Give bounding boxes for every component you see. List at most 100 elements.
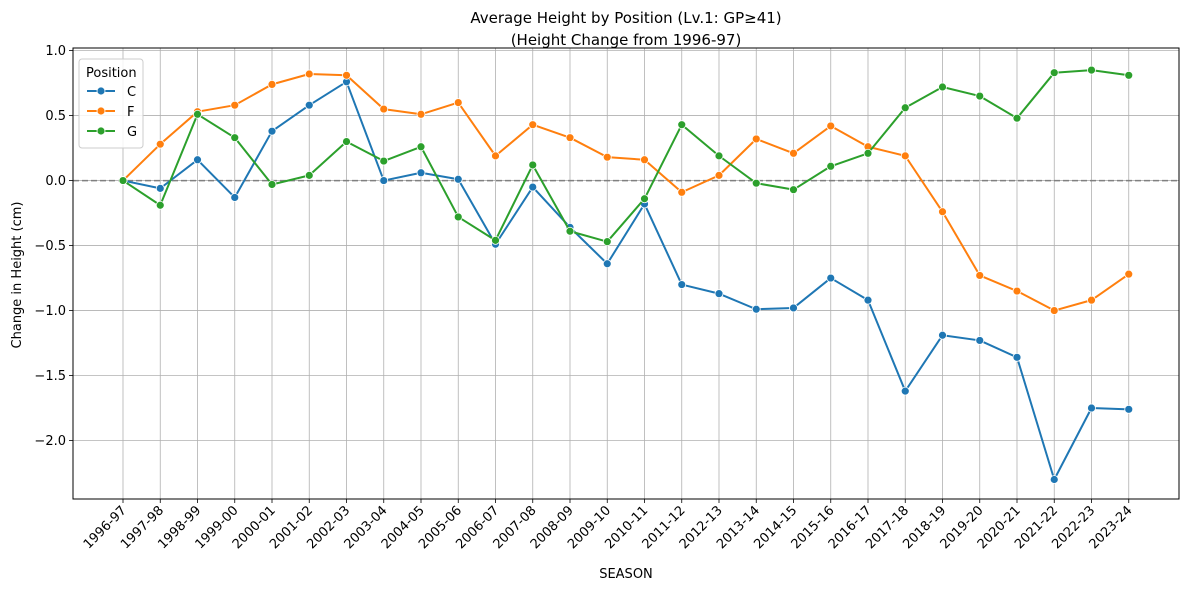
- y-axis-ticks: 1.0 0.5 0.0 −0.5 −1.0 −1.5 −2.0: [34, 44, 73, 449]
- legend-label-g: G: [127, 125, 137, 140]
- y-tick-label: 0.0: [45, 174, 66, 189]
- chart-title: Average Height by Position (Lv.1: GP≥41): [470, 9, 781, 27]
- point-g: [118, 176, 128, 185]
- legend-marker-f: [96, 106, 106, 116]
- point-g: [416, 142, 426, 152]
- point-g: [230, 133, 240, 143]
- y-tick-label: −2.0: [34, 434, 66, 449]
- point-c: [453, 174, 463, 184]
- y-tick-label: −1.0: [34, 304, 66, 319]
- point-g: [1012, 113, 1022, 123]
- legend-label-c: C: [127, 85, 136, 100]
- point-c: [1012, 352, 1022, 362]
- point-g: [602, 237, 612, 247]
- point-f: [714, 170, 724, 180]
- point-c: [900, 386, 910, 396]
- point-c: [677, 280, 687, 289]
- point-g: [863, 148, 873, 158]
- point-f: [342, 70, 351, 80]
- point-c: [193, 155, 202, 165]
- point-f: [1124, 269, 1134, 279]
- point-f: [826, 121, 836, 131]
- point-c: [863, 295, 873, 305]
- point-f: [491, 151, 500, 161]
- legend-box: [78, 58, 144, 149]
- point-f: [379, 104, 389, 114]
- y-tick-label: −1.5: [34, 369, 66, 384]
- x-axis-label: SEASON: [599, 567, 653, 582]
- point-c: [528, 182, 538, 192]
- legend-label-f: F: [127, 105, 134, 120]
- point-g: [379, 156, 389, 166]
- point-f: [1049, 306, 1059, 315]
- point-c: [1087, 403, 1096, 413]
- point-g: [267, 180, 277, 189]
- point-g: [155, 200, 165, 210]
- y-tick-label: 0.5: [45, 109, 66, 124]
- point-f: [453, 98, 463, 107]
- point-c: [751, 304, 761, 314]
- point-f: [640, 155, 649, 165]
- point-c: [1049, 475, 1059, 484]
- point-c: [938, 330, 947, 340]
- y-tick-label: −0.5: [34, 239, 66, 254]
- point-f: [267, 79, 277, 89]
- point-g: [751, 178, 761, 188]
- point-g: [193, 109, 202, 119]
- point-f: [528, 120, 538, 130]
- point-f: [1012, 286, 1022, 296]
- point-g: [1124, 70, 1134, 80]
- point-c: [826, 273, 836, 283]
- point-g: [491, 235, 500, 245]
- point-f: [938, 207, 947, 217]
- point-g: [342, 137, 351, 146]
- y-axis-label: Change in Height (cm): [10, 202, 25, 349]
- point-g: [304, 170, 314, 180]
- point-g: [1049, 68, 1059, 78]
- point-c: [267, 126, 277, 136]
- point-c: [1124, 404, 1134, 414]
- point-g: [975, 91, 985, 101]
- point-f: [416, 109, 426, 119]
- series-layer: [118, 65, 1134, 484]
- point-g: [714, 151, 724, 161]
- legend-marker-g: [96, 126, 106, 136]
- point-f: [304, 69, 314, 79]
- point-f: [751, 134, 761, 144]
- point-g: [1087, 65, 1096, 75]
- point-f: [677, 187, 687, 197]
- series-line-g: [122, 69, 1129, 243]
- point-g: [900, 103, 910, 113]
- legend-marker-c: [96, 86, 106, 96]
- point-c: [975, 336, 985, 345]
- point-f: [565, 133, 575, 143]
- point-c: [714, 289, 724, 299]
- series-line-c: [122, 80, 1129, 481]
- point-g: [789, 185, 798, 195]
- plot-frame: [72, 47, 1180, 500]
- point-g: [453, 212, 463, 222]
- chart-subtitle: (Height Change from 1996-97): [511, 31, 742, 49]
- point-f: [900, 151, 910, 161]
- point-f: [230, 100, 240, 110]
- series-line-f: [122, 72, 1130, 312]
- point-c: [230, 193, 240, 202]
- point-f: [1087, 295, 1096, 305]
- point-f: [789, 148, 798, 158]
- point-g: [826, 161, 836, 171]
- point-c: [304, 100, 314, 110]
- point-g: [528, 160, 538, 170]
- legend: Position CFG: [78, 58, 144, 149]
- point-c: [379, 176, 389, 185]
- x-axis-ticks: 1996-971997-981998-991999-002000-012001-…: [81, 499, 1136, 552]
- point-g: [565, 226, 575, 236]
- y-tick-label: 1.0: [45, 44, 66, 59]
- point-c: [155, 183, 165, 193]
- point-f: [975, 271, 985, 280]
- point-f: [602, 152, 612, 162]
- point-c: [416, 168, 426, 178]
- point-g: [640, 194, 649, 204]
- point-c: [789, 303, 798, 313]
- point-g: [677, 120, 687, 130]
